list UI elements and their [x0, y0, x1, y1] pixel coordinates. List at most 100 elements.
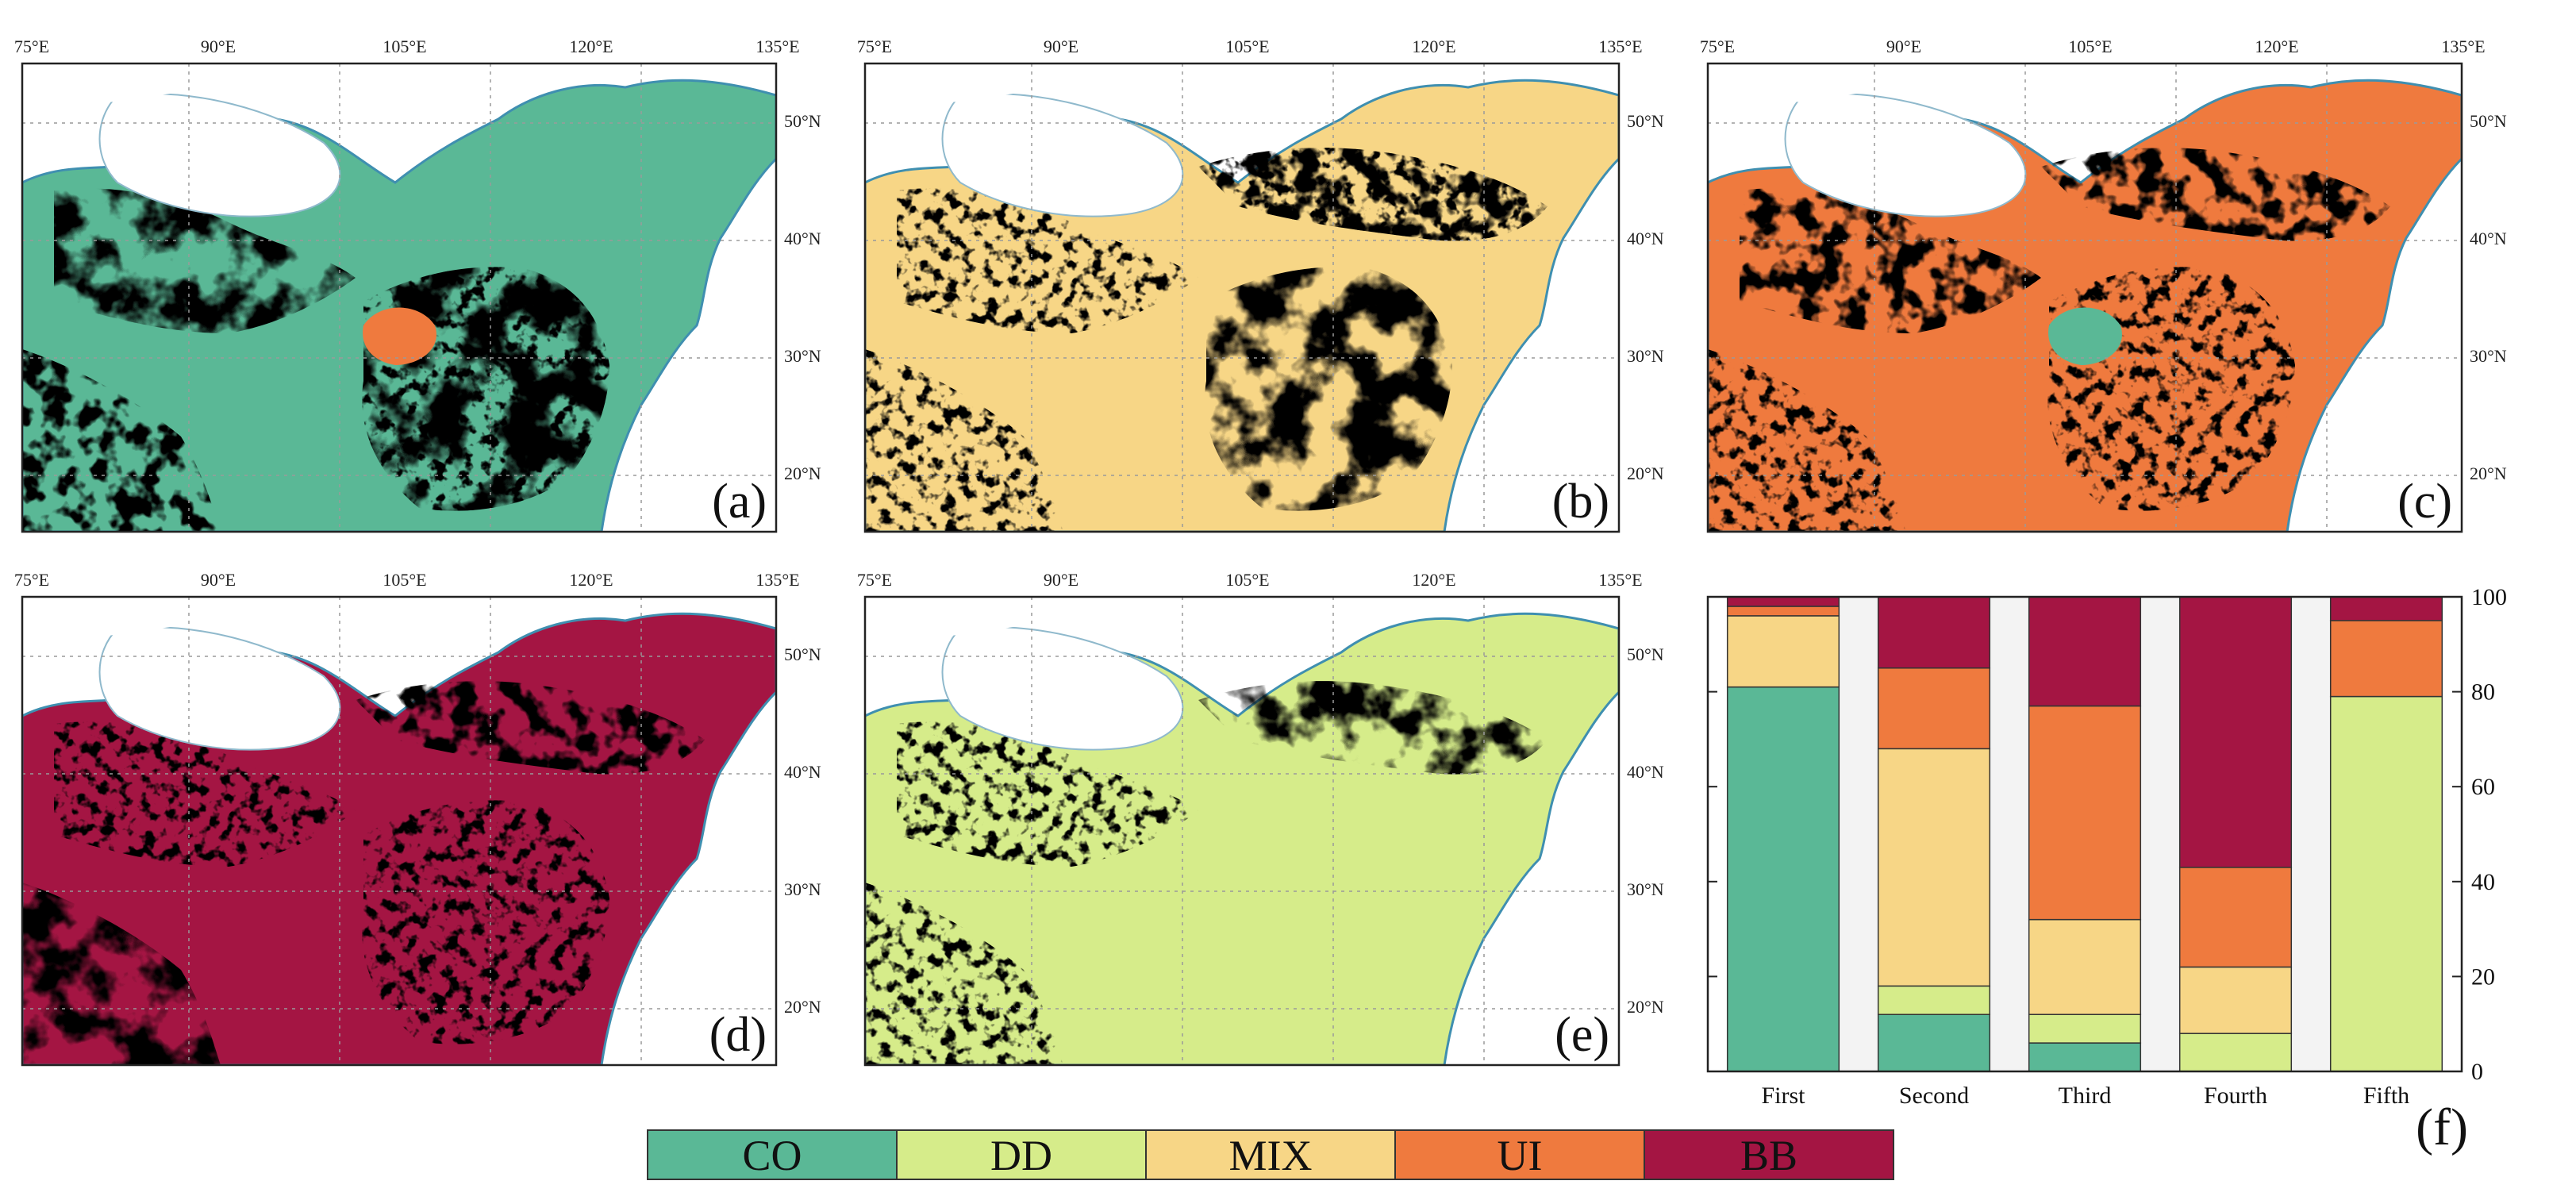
lat-label: 50°N: [1627, 111, 1664, 131]
lat-label: 50°N: [784, 111, 821, 131]
no-data-region: [941, 93, 1184, 217]
bar-segment-bb-first: [1726, 596, 1840, 607]
bar-separator: [1989, 596, 2030, 1072]
no-data-region: [941, 626, 1184, 751]
bar-segment-dd-fourth: [2178, 1033, 2293, 1072]
bar-segment-co-second: [1877, 1013, 1991, 1072]
map-frame: [21, 62, 778, 533]
y-tick-label: 100: [2471, 584, 2507, 610]
lat-label: 20°N: [784, 997, 821, 1017]
lat-label: 20°N: [2470, 463, 2507, 483]
bar-segment-mix-third: [2028, 918, 2142, 1015]
no-data-region: [865, 597, 1103, 676]
lat-label: 30°N: [1627, 879, 1664, 899]
panel-label: (a): [712, 475, 767, 529]
map-panel-b: 75°E 90°E 105°E 120°E 135°E 50°N 40°N 30°N 20°N (…: [857, 37, 1664, 533]
lon-label: 105°E: [1225, 37, 1269, 56]
lon-label: 90°E: [201, 570, 236, 590]
region-BB: [1740, 188, 2041, 333]
lon-label: 75°E: [14, 570, 49, 590]
lat-label: 50°N: [1627, 644, 1664, 664]
panel-label: (d): [709, 1008, 767, 1062]
map-panel-a: 75°E 90°E 105°E 120°E 135°E 50°N 40°N 30°N 20°N (…: [14, 37, 821, 533]
lat-label: 30°N: [2470, 346, 2507, 366]
lat-label: 30°N: [784, 346, 821, 366]
x-tick-label: Second: [1899, 1083, 1969, 1109]
bar-segment-bb-fifth: [2329, 596, 2443, 621]
lat-label: 40°N: [1627, 762, 1664, 782]
region-MIX: [54, 188, 356, 333]
legend-label-co: CO: [742, 1132, 802, 1179]
lon-label: 135°E: [2441, 37, 2485, 56]
legend-swatch-co: [647, 1129, 898, 1180]
no-data-region: [98, 626, 341, 751]
y-tick-label: 60: [2471, 774, 2495, 800]
bar-segment-mix-first: [1726, 615, 1840, 688]
panel-label: (c): [2397, 475, 2452, 529]
lat-label: 20°N: [784, 463, 821, 483]
no-data-region: [22, 63, 260, 143]
region-UI: [1198, 681, 1548, 775]
region-CO: [897, 188, 1198, 333]
panel-label: (f): [2416, 1098, 2468, 1156]
bar-segment-bb-fourth: [2178, 596, 2293, 868]
y-tick-label: 0: [2471, 1059, 2483, 1085]
lon-label: 120°E: [569, 37, 613, 56]
x-tick-label: First: [1761, 1083, 1805, 1109]
lon-label: 120°E: [2255, 37, 2298, 56]
bar-segment-ui-second: [1877, 667, 1991, 750]
bar-segment-mix-fourth: [2178, 966, 2293, 1034]
legend: CO DD MIX UI BB: [647, 1129, 1894, 1180]
lon-label: 135°E: [755, 570, 799, 590]
no-data-region: [22, 597, 260, 676]
lat-label: 20°N: [1627, 997, 1664, 1017]
lat-label: 20°N: [1627, 463, 1664, 483]
bar-segment-dd-second: [1877, 985, 1991, 1015]
region-MIX: [54, 721, 356, 867]
map-panel-d: 75°E 90°E 105°E 120°E 135°E 50°N 40°N 30°N 20°N (…: [14, 570, 821, 1067]
bar-segment-co-first: [1726, 686, 1840, 1072]
map-area: [865, 597, 1619, 1065]
map-frame: [863, 595, 1621, 1067]
no-data-region: [865, 63, 1103, 143]
region-BB: [1708, 349, 1906, 532]
panel-label: (e): [1555, 1008, 1609, 1062]
lon-label: 75°E: [14, 37, 49, 56]
map-area: [865, 63, 1619, 532]
lat-label: 40°N: [1627, 229, 1664, 248]
map-frame: [1706, 62, 2463, 533]
lat-label: 40°N: [784, 229, 821, 248]
region-UI: [363, 307, 436, 365]
bar-separator: [1838, 596, 1879, 1072]
bar-segment-dd-fifth: [2329, 695, 2443, 1072]
lon-label: 90°E: [1044, 570, 1078, 590]
lon-label: 105°E: [2068, 37, 2112, 56]
y-tick-label: 20: [2471, 963, 2495, 990]
region-MIX: [2041, 148, 2390, 241]
lon-label: 105°E: [1225, 570, 1269, 590]
lon-label: 120°E: [1412, 37, 1455, 56]
no-data-region: [1708, 63, 1946, 143]
legend-label-dd: DD: [990, 1132, 1052, 1179]
map-frame: [863, 62, 1621, 533]
lon-label: 120°E: [569, 570, 613, 590]
region-UI: [897, 721, 1198, 867]
region-CO: [2048, 307, 2122, 365]
legend-label-mix: MIX: [1229, 1132, 1313, 1179]
stacked-bar-chart: First Second Third Fourth Fifth 0 20 40 60 80 100 (…: [1706, 584, 2507, 1156]
lon-label: 90°E: [1886, 37, 1921, 56]
bar-segment-ui-fourth: [2178, 867, 2293, 968]
region-MIX: [356, 681, 705, 775]
x-tick-label: Fourth: [2204, 1083, 2267, 1109]
lon-label: 75°E: [857, 570, 892, 590]
lon-label: 75°E: [1700, 37, 1735, 56]
legend-label-bb: BB: [1740, 1132, 1797, 1179]
lon-label: 120°E: [1412, 570, 1455, 590]
bar-separator: [2140, 596, 2181, 1072]
lon-label: 75°E: [857, 37, 892, 56]
lon-label: 135°E: [1598, 37, 1642, 56]
x-tick-label: Fifth: [2363, 1083, 2409, 1109]
bar-segment-bb-third: [2028, 596, 2142, 707]
legend-swatch-ui: [1394, 1129, 1645, 1180]
no-data-region: [98, 93, 341, 217]
